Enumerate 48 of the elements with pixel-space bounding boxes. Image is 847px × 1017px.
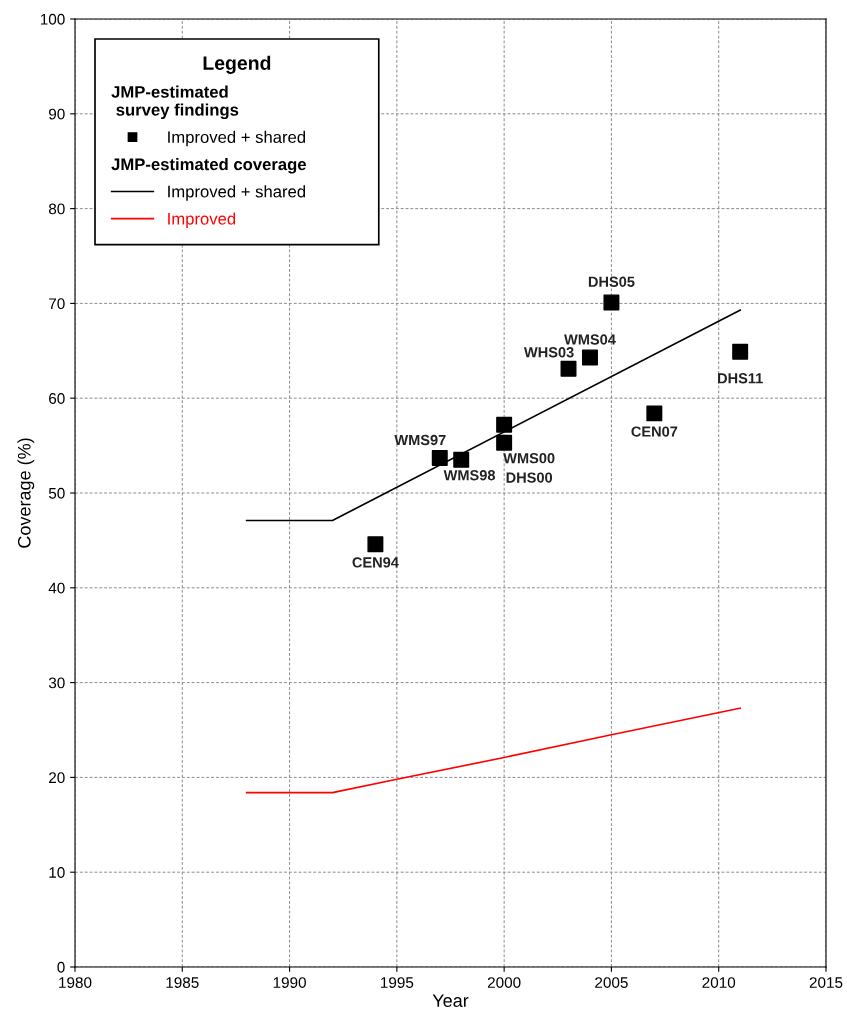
y-tick-label: 0 <box>57 961 65 973</box>
x-tick-label: 2010 <box>702 977 736 988</box>
point <box>732 343 749 360</box>
x-axis-title: Year <box>432 994 469 1007</box>
legend-title: Legend <box>203 55 271 74</box>
annotation: WMS04 <box>564 334 616 345</box>
annotation: DHS00 <box>506 472 553 483</box>
y-tick-label: 90 <box>49 108 65 120</box>
annotation: WMS98 <box>443 470 496 481</box>
y-tick-label: 30 <box>48 677 65 689</box>
y-axis-title: Coverage (%) <box>17 438 35 548</box>
point <box>496 434 513 451</box>
x-tick-label: 1990 <box>273 977 306 988</box>
x-tick-label: 1985 <box>166 977 199 988</box>
point <box>646 405 663 422</box>
annotation: WMS97 <box>394 434 446 446</box>
legend-label: Improved + shared <box>168 130 306 147</box>
point <box>560 360 577 377</box>
y-tick-label: 20 <box>49 772 65 784</box>
annotation: JMP-estimated survey findings <box>111 85 239 120</box>
point <box>367 536 384 553</box>
y-tick-label: 70 <box>49 298 65 310</box>
x-tick-label: 2015 <box>809 977 843 988</box>
point <box>453 451 470 468</box>
annotation: CEN94 <box>352 557 399 568</box>
x-tick-label: 1980 <box>59 977 92 988</box>
point <box>581 349 598 366</box>
point <box>431 449 448 466</box>
annotation: JMP-estimated coverage <box>111 157 306 174</box>
annotation: CEN07 <box>631 426 678 437</box>
x-tick-label: 2005 <box>595 977 628 988</box>
legend-label: Improved <box>168 212 236 228</box>
y-tick-label: 10 <box>49 867 65 878</box>
y-tick-label: 60 <box>49 393 65 404</box>
annotation: WHS03 <box>523 347 574 358</box>
x-tick-label: 2000 <box>487 977 521 988</box>
annotation: DHS05 <box>588 276 635 287</box>
point <box>603 294 620 311</box>
legend-label: Improved + shared <box>168 185 306 201</box>
y-tick-label: 80 <box>48 203 65 215</box>
annotation: WMS00 <box>503 453 555 464</box>
x-tick-label: 1995 <box>381 977 414 988</box>
y-tick-label: 100 <box>40 13 65 25</box>
annotation: DHS11 <box>718 373 763 384</box>
y-tick-label: 50 <box>48 487 65 499</box>
point <box>496 416 513 433</box>
y-tick-label: 40 <box>48 582 65 594</box>
line-series <box>245 707 742 794</box>
